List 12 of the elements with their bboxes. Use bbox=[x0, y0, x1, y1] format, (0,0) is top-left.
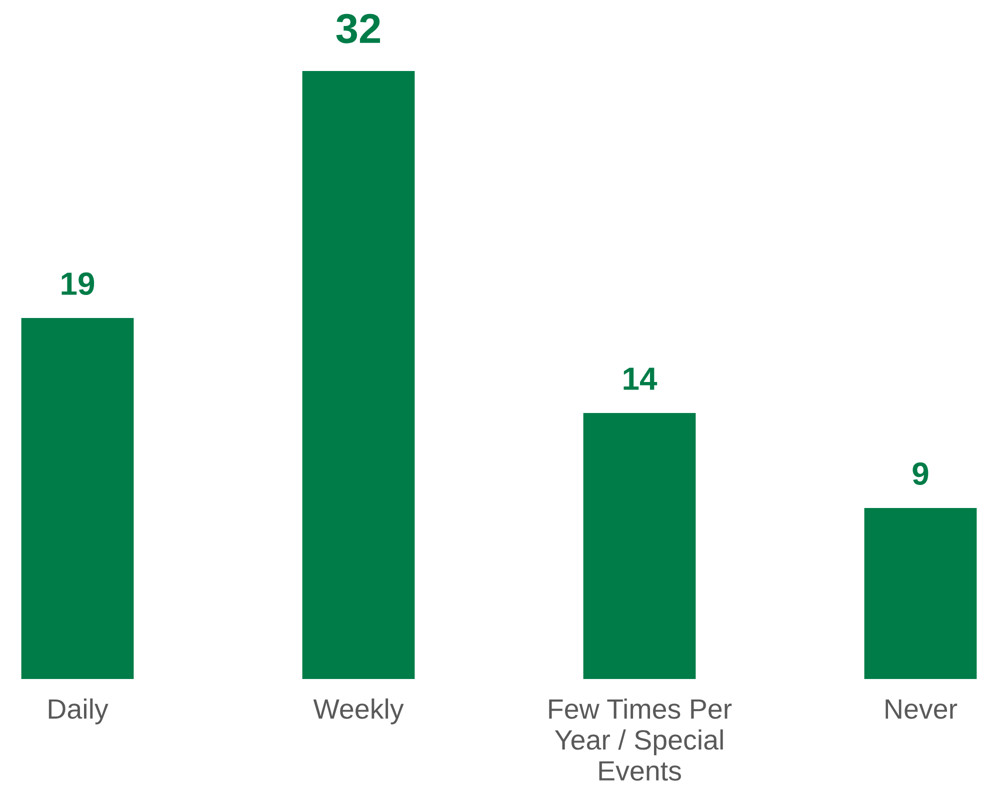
bar bbox=[583, 413, 696, 679]
x-tick-label: Weekly bbox=[313, 698, 404, 724]
data-label: 14 bbox=[624, 368, 658, 390]
bar bbox=[302, 71, 415, 679]
bar bbox=[21, 318, 134, 679]
data-label: 32 bbox=[336, 14, 380, 44]
x-tick-label: Daily bbox=[48, 698, 108, 724]
x-tick-label: Few Times Per Year / Special Events bbox=[549, 698, 732, 781]
data-label: 9 bbox=[912, 462, 928, 486]
data-label: 19 bbox=[62, 272, 94, 296]
x-tick-label: Never bbox=[886, 699, 958, 719]
bar bbox=[864, 508, 977, 679]
